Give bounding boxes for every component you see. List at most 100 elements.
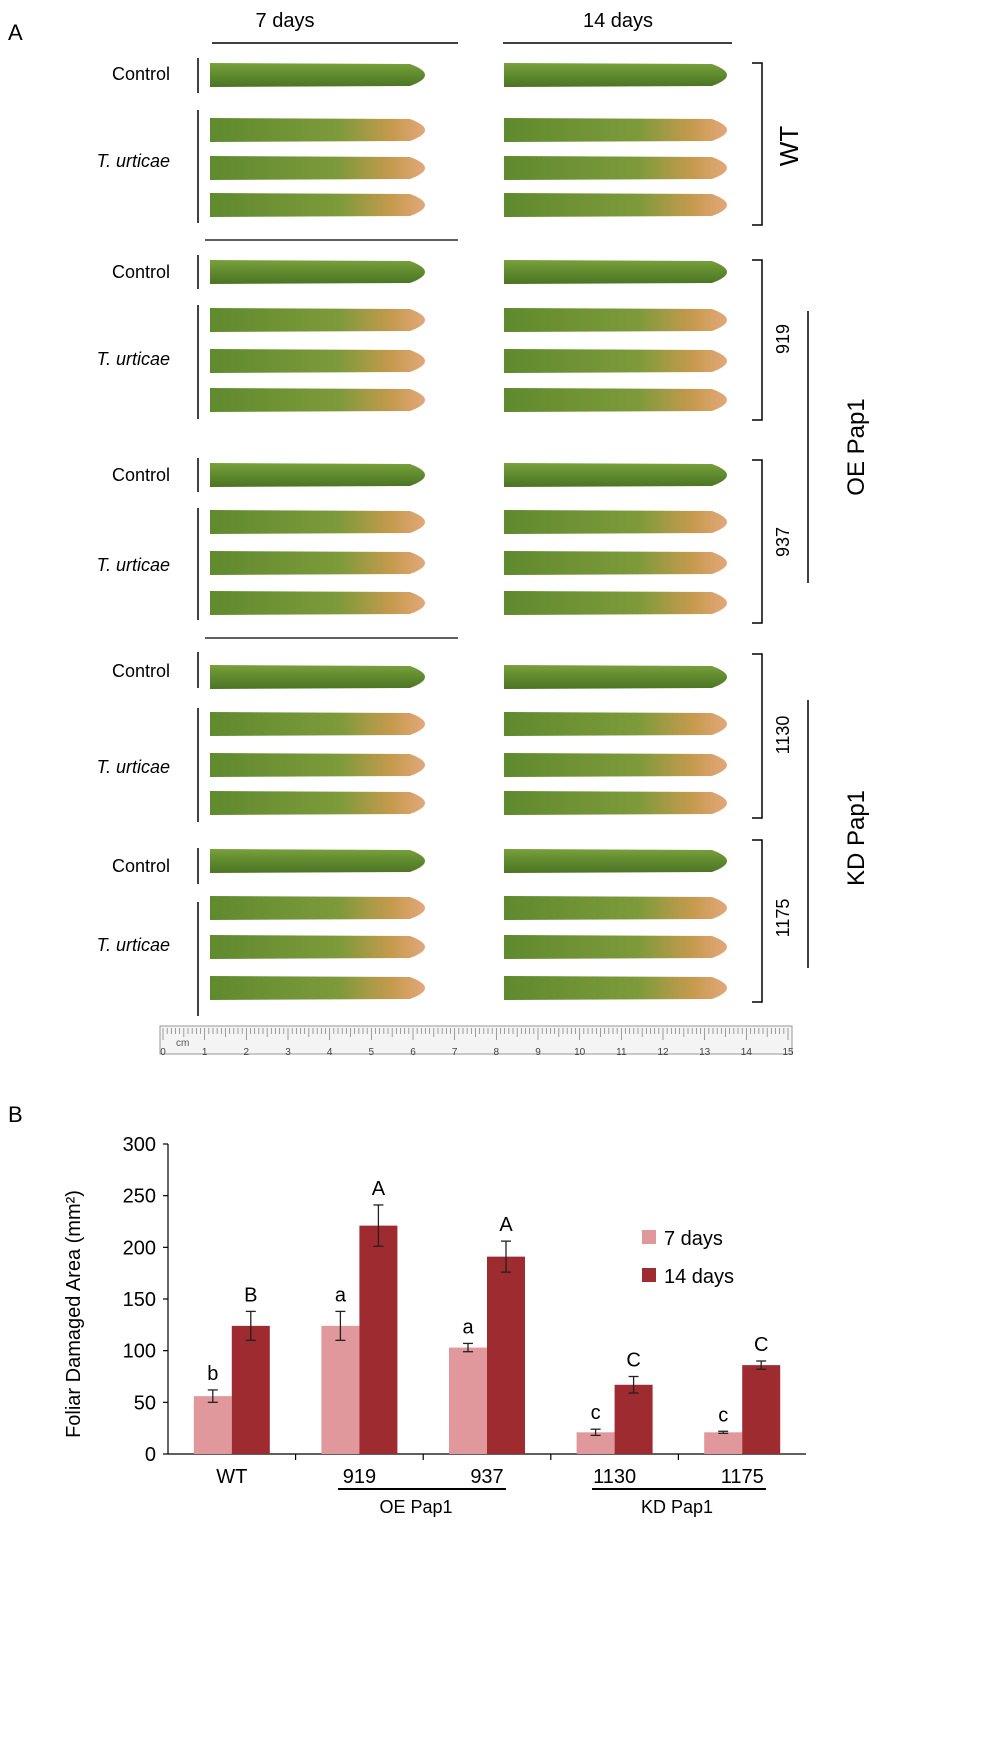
infested-leaf-image [504,118,727,142]
infested-leaf-image [210,591,425,615]
control-leaf-image [210,260,425,284]
row-label-control: Control [112,465,170,485]
ruler-tick-label: 6 [410,1047,416,1058]
genotype-label-1130: 1130 [773,716,793,755]
ruler-tick-label: 9 [535,1047,541,1058]
genotype-brackets [752,62,809,1003]
significance-letter: C [626,1350,640,1372]
infested-leaf-image [210,791,425,815]
group-label-oe: OE Pap1 [843,398,870,495]
row-label-treated: T. urticae [97,935,170,955]
significance-letter: c [718,1404,728,1426]
group-label-oe-chart: OE Pap1 [379,1497,452,1517]
ruler-tick-label: 13 [699,1047,711,1058]
infested-leaf-image [210,388,425,412]
infested-leaf-image [504,896,727,920]
control-leaf-image [210,63,425,87]
row-label-treated: T. urticae [97,349,170,369]
leaf-photos [210,63,727,1000]
y-tick-label: 250 [123,1186,156,1208]
bar-chart: 0 50 100 150 200 250 300 WT b B 919 a A 937 a A 1130 c C 11… [123,1134,806,1488]
significance-letter: A [499,1214,513,1236]
significance-letter: c [591,1402,601,1424]
legend-label-14-days: 14 days [664,1266,734,1288]
significance-letter: A [372,1178,386,1200]
infested-leaf-image [210,712,425,736]
bar-14-days-937 [487,1256,525,1454]
infested-leaf-image [504,388,727,412]
col-header-14-days: 14 days [583,10,653,32]
panel-b-label: B [8,1102,23,1127]
infested-leaf-image [504,712,727,736]
ruler-unit: cm [176,1038,189,1049]
infested-leaf-image [210,896,425,920]
ruler-tick-label: 1 [202,1047,208,1058]
infested-leaf-image [504,791,727,815]
ruler-tick-label: 15 [782,1047,794,1058]
infested-leaf-image [210,551,425,575]
infested-leaf-image [210,193,425,217]
y-axis-title: Foliar Damaged Area (mm²) [63,1190,85,1438]
ruler-tick-label: 2 [244,1047,250,1058]
ruler-tick-label: 12 [657,1047,669,1058]
col-header-7-days: 7 days [256,10,315,32]
infested-leaf-image [210,349,425,373]
significance-letter: a [335,1284,347,1306]
panel-b: B Foliar Damaged Area (mm²) 0 50 100 150 200… [8,1102,806,1517]
ruler-tick-label: 3 [285,1047,291,1058]
y-tick-label: 0 [145,1444,156,1466]
ruler-tick-label: 8 [494,1047,500,1058]
infested-leaf-image [210,308,425,332]
control-leaf-image [210,463,425,487]
genotype-label-919: 919 [773,324,793,354]
bar-7-days-937 [449,1347,487,1454]
significance-letter: B [244,1284,257,1306]
genotype-label-937: 937 [773,527,793,557]
chart-legend: 7 days 14 days [642,1228,734,1288]
infested-leaf-image [504,349,727,373]
ruler-tick-label: 7 [452,1047,458,1058]
ruler-tick-label: 5 [369,1047,375,1058]
group-label-kd-chart: KD Pap1 [641,1497,713,1517]
row-label-treated: T. urticae [97,151,170,171]
row-label-control: Control [112,856,170,876]
row-label-treated: T. urticae [97,555,170,575]
panel-a: A 7 days 14 days Control T. urticae Cont… [8,10,870,1058]
y-tick-label: 300 [123,1134,156,1156]
significance-letter: C [754,1334,768,1356]
legend-swatch-14-days [642,1268,656,1282]
x-tick-label: 1130 [593,1466,636,1488]
control-leaf-image [504,63,727,87]
bar-7-days-1175 [704,1432,743,1454]
control-leaf-image [504,849,727,873]
infested-leaf-image [504,308,727,332]
row-label-treated: T. urticae [97,757,170,777]
bar-7-days-919 [321,1325,360,1454]
bar-14-days-WT [231,1325,270,1454]
bar-14-days-919 [359,1225,398,1454]
y-tick-label: 50 [134,1392,156,1414]
row-label-control: Control [112,64,170,84]
control-leaf-image [210,665,425,689]
infested-leaf-image [504,976,727,1000]
bar-7-days-WT [193,1396,232,1454]
infested-leaf-image [504,510,727,534]
group-label-kd: KD Pap1 [843,790,870,886]
legend-label-7-days: 7 days [664,1228,723,1250]
infested-leaf-image [504,591,727,615]
significance-letter: b [207,1363,218,1385]
ruler-tick-label: 0 [160,1047,166,1058]
x-tick-label: WT [216,1466,247,1488]
ruler-tick-label: 10 [574,1047,586,1058]
ruler-tick-label: 4 [327,1047,333,1058]
control-leaf-image [504,665,727,689]
bar-14-days-1130 [614,1384,653,1454]
infested-leaf-image [504,753,727,777]
panel-a-label: A [8,20,23,45]
genotype-label-wt: WT [774,126,804,167]
infested-leaf-image [210,156,425,180]
significance-letter: a [462,1316,474,1338]
y-tick-label: 200 [123,1237,156,1259]
row-label-control: Control [112,262,170,282]
y-tick-label: 150 [123,1289,156,1311]
